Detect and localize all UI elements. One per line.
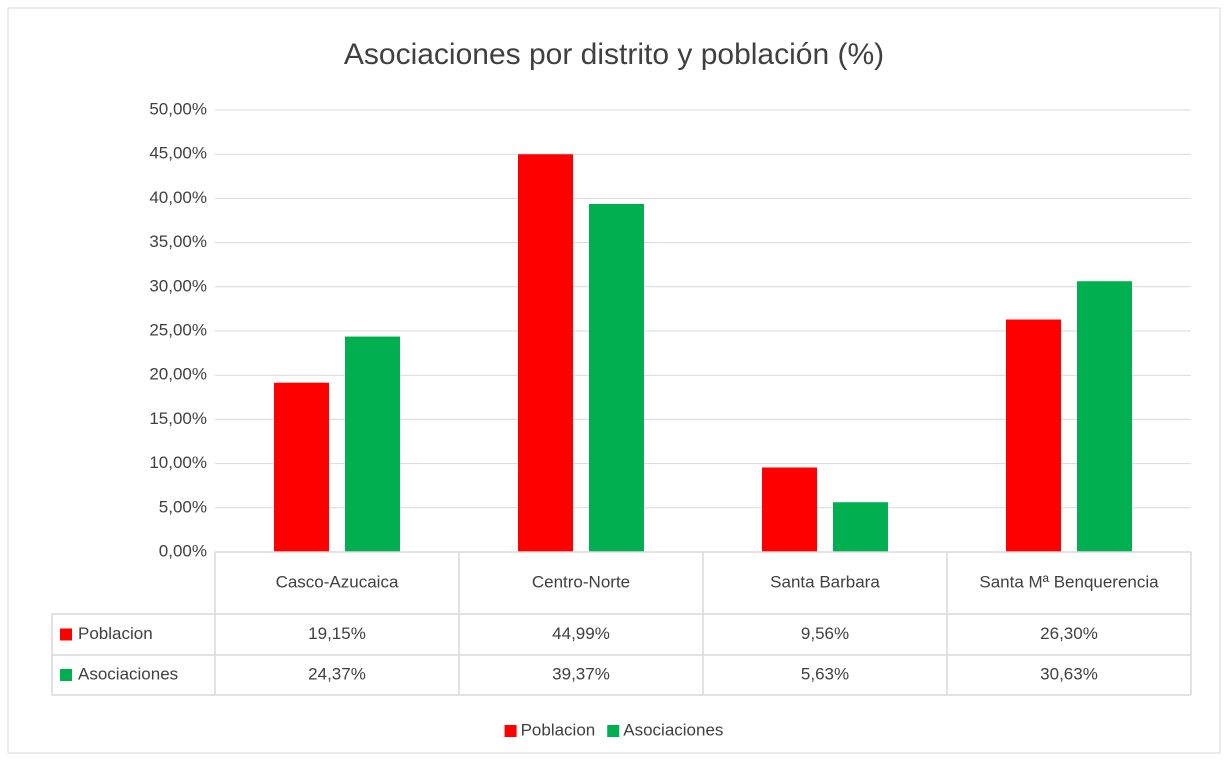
y-tick-label: 40,00% — [149, 188, 207, 207]
table-value: 5,63% — [801, 664, 849, 683]
table-value: 30,63% — [1040, 664, 1098, 683]
bar — [274, 382, 329, 552]
x-tick-label: Santa Mª Benquerencia — [979, 572, 1159, 591]
legend-key — [607, 725, 620, 737]
chart-title: Asociaciones por distrito y población (%… — [344, 38, 884, 71]
bar — [833, 502, 888, 552]
table-value: 26,30% — [1040, 624, 1098, 643]
table-value: 24,37% — [308, 664, 366, 683]
legend-key — [504, 725, 517, 737]
bar — [518, 154, 573, 553]
x-tick-label: Casco-Azucaica — [276, 572, 399, 591]
table-series-name: Poblacion — [78, 624, 153, 643]
y-tick-label: 0,00% — [159, 541, 207, 560]
bar — [762, 467, 817, 552]
x-tick-label: Centro-Norte — [532, 572, 630, 591]
table-series-name: Asociaciones — [78, 664, 178, 683]
table-legend-key — [60, 628, 72, 641]
y-tick-label: 30,00% — [149, 276, 207, 295]
y-tick-label: 45,00% — [149, 144, 207, 163]
legend-label: Asociaciones — [623, 720, 723, 739]
bar — [1006, 319, 1061, 552]
y-tick-label: 25,00% — [149, 320, 207, 339]
y-tick-label: 10,00% — [149, 453, 207, 472]
y-tick-label: 20,00% — [149, 365, 207, 384]
bar — [589, 203, 644, 553]
y-tick-label: 35,00% — [149, 232, 207, 251]
table-value: 44,99% — [552, 624, 610, 643]
table-legend-key — [60, 669, 72, 681]
legend-label: Poblacion — [521, 720, 596, 739]
y-tick-label: 5,00% — [159, 497, 207, 516]
y-tick-label: 50,00% — [149, 99, 207, 118]
table-value: 39,37% — [552, 664, 610, 683]
table-value: 9,56% — [801, 624, 849, 643]
x-tick-label: Santa Barbara — [770, 572, 880, 591]
bar — [345, 336, 400, 552]
y-tick-label: 15,00% — [149, 409, 207, 428]
table-value: 19,15% — [308, 624, 366, 643]
bar — [1077, 281, 1132, 552]
